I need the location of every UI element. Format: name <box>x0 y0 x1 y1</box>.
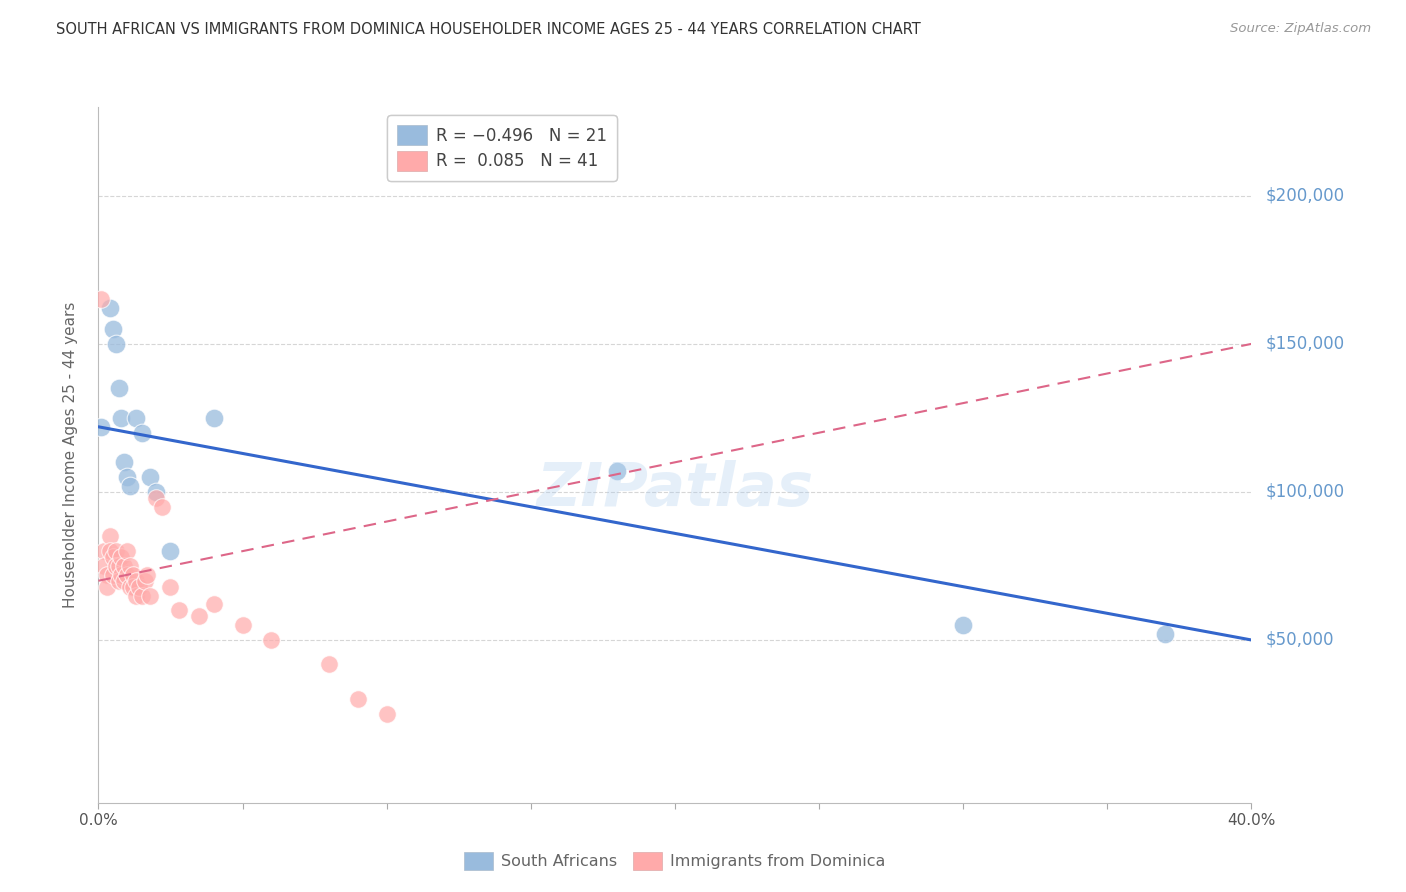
Point <box>93 544 115 558</box>
Point <box>117 567 138 582</box>
Point <box>112 558 135 573</box>
Point <box>145 484 167 499</box>
Text: $200,000: $200,000 <box>1265 186 1344 205</box>
Point <box>139 470 162 484</box>
Point <box>131 589 153 603</box>
Point <box>107 574 129 588</box>
Point <box>231 618 254 632</box>
Point <box>120 558 142 573</box>
Point <box>110 550 132 565</box>
Point <box>101 550 124 565</box>
Text: ZIPatlas: ZIPatlas <box>536 460 814 519</box>
Point <box>98 301 121 316</box>
Point <box>145 491 167 505</box>
Point <box>96 580 118 594</box>
Point <box>1153 627 1175 641</box>
Text: $100,000: $100,000 <box>1265 483 1344 501</box>
Point <box>98 544 121 558</box>
Point <box>101 322 124 336</box>
Point <box>159 580 181 594</box>
Text: $150,000: $150,000 <box>1265 334 1344 353</box>
Point <box>188 609 211 624</box>
Point <box>120 580 142 594</box>
Point <box>134 574 156 588</box>
Point <box>110 411 132 425</box>
Point <box>110 567 132 582</box>
Point <box>318 657 340 671</box>
Point <box>98 529 121 543</box>
Point <box>167 603 190 617</box>
Point <box>104 544 127 558</box>
Text: SOUTH AFRICAN VS IMMIGRANTS FROM DOMINICA HOUSEHOLDER INCOME AGES 25 - 44 YEARS : SOUTH AFRICAN VS IMMIGRANTS FROM DOMINIC… <box>56 22 921 37</box>
Point <box>606 464 628 478</box>
Point <box>96 567 118 582</box>
Point <box>125 589 148 603</box>
Point <box>346 692 368 706</box>
Point <box>117 544 138 558</box>
Point <box>128 580 150 594</box>
Point <box>112 574 135 588</box>
Point <box>375 706 398 721</box>
Point <box>159 544 181 558</box>
Point <box>120 479 142 493</box>
Point <box>202 598 225 612</box>
Point <box>260 632 283 647</box>
Point <box>93 558 115 573</box>
Point <box>117 470 138 484</box>
Point <box>104 558 127 573</box>
Point <box>131 425 153 440</box>
Point <box>90 419 112 434</box>
Y-axis label: Householder Income Ages 25 - 44 years: Householder Income Ages 25 - 44 years <box>63 301 77 608</box>
Point <box>122 567 145 582</box>
Point <box>90 293 112 307</box>
Text: $50,000: $50,000 <box>1265 631 1334 649</box>
Point <box>150 500 173 514</box>
Point <box>136 567 159 582</box>
Point <box>104 337 127 351</box>
Point <box>125 574 148 588</box>
Point <box>122 580 145 594</box>
Point <box>202 411 225 425</box>
Point <box>952 618 974 632</box>
Point <box>125 411 148 425</box>
Point <box>139 589 162 603</box>
Point <box>112 455 135 469</box>
Point <box>107 558 129 573</box>
Point <box>101 567 124 582</box>
Text: Source: ZipAtlas.com: Source: ZipAtlas.com <box>1230 22 1371 36</box>
Point <box>107 381 129 395</box>
Legend: South Africans, Immigrants from Dominica: South Africans, Immigrants from Dominica <box>457 844 893 879</box>
